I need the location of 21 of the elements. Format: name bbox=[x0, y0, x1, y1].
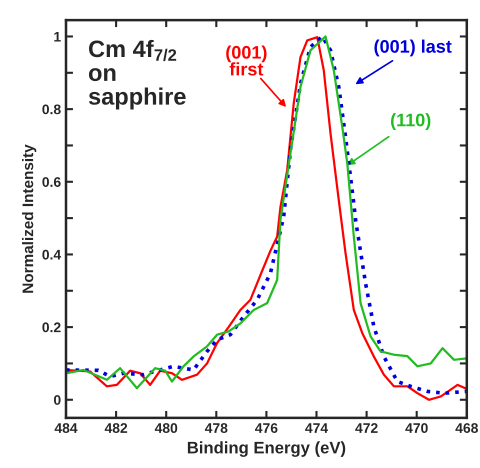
x-tick-label: 474 bbox=[305, 423, 328, 433]
x-axis-title: Binding Energy (eV) bbox=[188, 441, 346, 457]
y-tick-label: 1 bbox=[54, 32, 61, 42]
y-tick-label: 0 bbox=[54, 395, 61, 405]
x-tick-label: 468 bbox=[455, 423, 478, 433]
x-tick-label: 484 bbox=[54, 423, 78, 433]
series-label: (001) first bbox=[226, 45, 267, 76]
x-tick-label: 472 bbox=[355, 423, 378, 433]
y-tick-label: 0.4 bbox=[42, 250, 62, 260]
y-axis-title: Normalized Intensity bbox=[22, 144, 36, 293]
text: (001) last bbox=[374, 40, 452, 56]
text: Cm 4f$_{7/2}$ on sapphire bbox=[88, 40, 186, 110]
x-tick-label: 482 bbox=[104, 423, 128, 433]
x-tick-label: 476 bbox=[255, 423, 278, 433]
y-tick-label: 0.8 bbox=[42, 104, 61, 114]
x-tick-label: 480 bbox=[154, 423, 178, 433]
x-tick-label: 470 bbox=[405, 423, 428, 433]
x-tick-label: 478 bbox=[204, 423, 228, 433]
y-tick-label: 0.2 bbox=[42, 322, 61, 332]
y-tick-label: 0.6 bbox=[42, 177, 61, 187]
text: (110) bbox=[391, 113, 430, 130]
